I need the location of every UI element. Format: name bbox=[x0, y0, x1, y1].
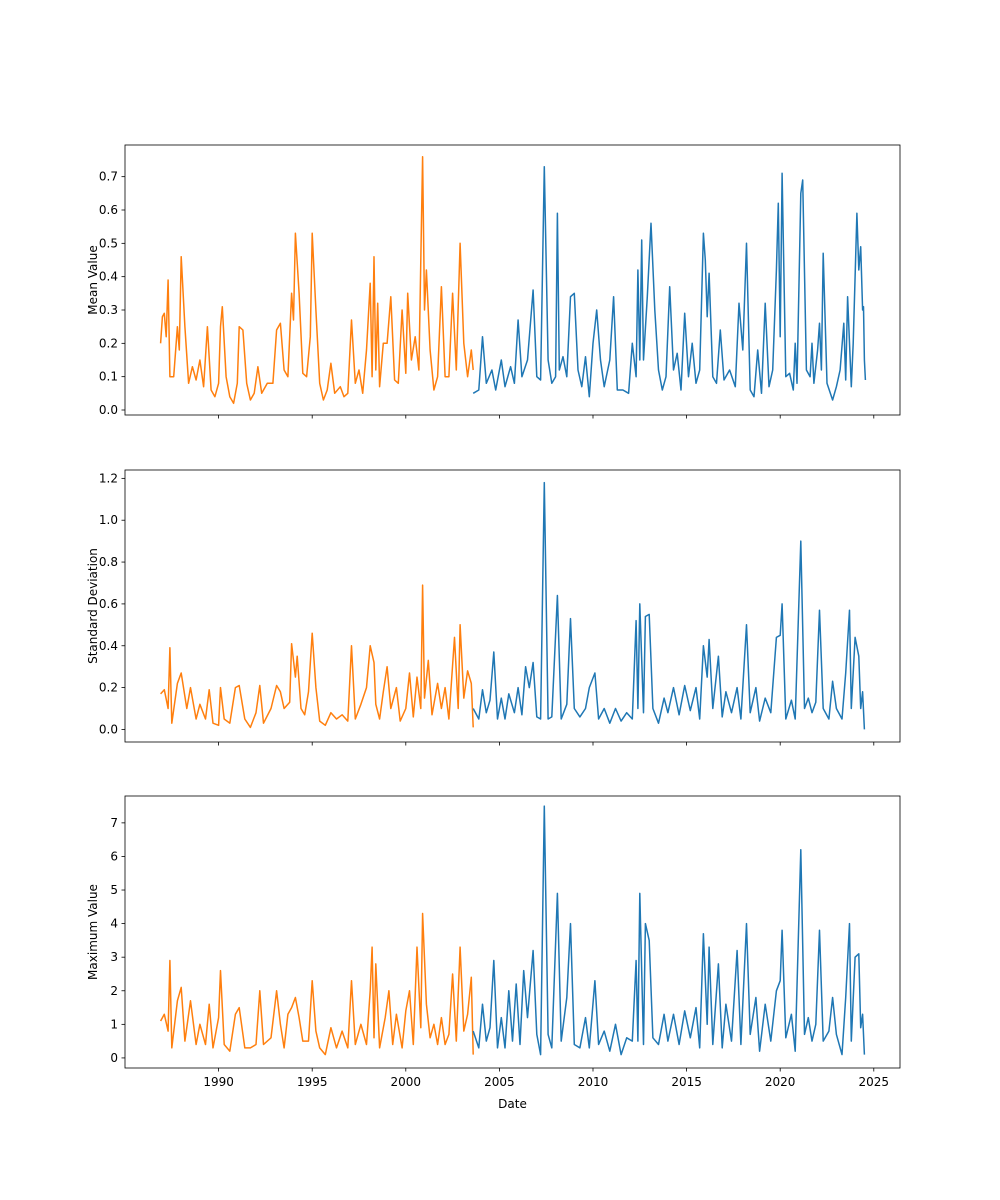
axes-frame bbox=[124, 795, 901, 1069]
subplot-2: 0.0 0.2 0.4 0.6 0.8 1.0 1.2 Standard Deviation bbox=[86, 469, 901, 746]
y-tick-label: 0.5 bbox=[99, 236, 118, 250]
series-line-recent bbox=[472, 805, 866, 1056]
y-tick-label: 1.0 bbox=[99, 513, 118, 527]
y-tick-label: 0.6 bbox=[99, 597, 118, 611]
x-tick-label: 1990 bbox=[203, 1075, 234, 1089]
y-tick-label: 0.2 bbox=[99, 681, 118, 695]
y-tick-label: 0.0 bbox=[99, 403, 118, 417]
y-tick-label: 7 bbox=[110, 816, 118, 830]
y-tick-label: 3 bbox=[110, 950, 118, 964]
series-line-early bbox=[160, 584, 474, 729]
y-tick-label: 4 bbox=[110, 917, 118, 931]
y-tick-label: 0.4 bbox=[99, 639, 118, 653]
y-tick-label: 0.2 bbox=[99, 336, 118, 350]
subplot-3: 0 1 2 3 4 5 6 7 1990 1995 2000 2005 2010 2015 2020 2025… bbox=[86, 795, 901, 1111]
x-tick-label: 2005 bbox=[484, 1075, 515, 1089]
x-tick-label: 2000 bbox=[391, 1075, 422, 1089]
series-line-recent bbox=[472, 165, 867, 401]
y-tick-label: 0 bbox=[110, 1051, 118, 1065]
y-tick-label: 0.7 bbox=[99, 170, 118, 184]
axes-frame bbox=[124, 469, 901, 743]
y-tick-label: 1 bbox=[110, 1017, 118, 1031]
series-line-recent bbox=[472, 481, 866, 730]
axes-frame bbox=[124, 144, 901, 416]
y-tick-label: 0.8 bbox=[99, 555, 118, 569]
y-tick-label: 5 bbox=[110, 883, 118, 897]
x-axis-label: Date bbox=[498, 1097, 527, 1111]
x-tick-label: 1995 bbox=[297, 1075, 328, 1089]
x-tick-label: 2020 bbox=[765, 1075, 796, 1089]
y-axis-label: Mean Value bbox=[86, 245, 100, 314]
x-tick-label: 2025 bbox=[859, 1075, 890, 1089]
x-tick-label: 2010 bbox=[578, 1075, 609, 1089]
y-tick-label: 0.6 bbox=[99, 203, 118, 217]
y-axis-label: Standard Deviation bbox=[86, 548, 100, 664]
y-tick-label: 0.1 bbox=[99, 370, 118, 384]
y-tick-label: 0.0 bbox=[99, 722, 118, 736]
y-axis-label: Maximum Value bbox=[86, 884, 100, 980]
y-tick-label: 6 bbox=[110, 849, 118, 863]
y-tick-label: 1.2 bbox=[99, 471, 118, 485]
y-tick-label: 0.3 bbox=[99, 303, 118, 317]
y-tick-label: 0.4 bbox=[99, 270, 118, 284]
y-tick-label: 2 bbox=[110, 984, 118, 998]
series-line-early bbox=[159, 155, 474, 405]
series-line-early bbox=[159, 912, 474, 1056]
x-tick-label: 2015 bbox=[671, 1075, 702, 1089]
subplot-1: 0.0 0.1 0.2 0.3 0.4 0.5 0.6 0.7 Mean Value bbox=[86, 144, 901, 419]
